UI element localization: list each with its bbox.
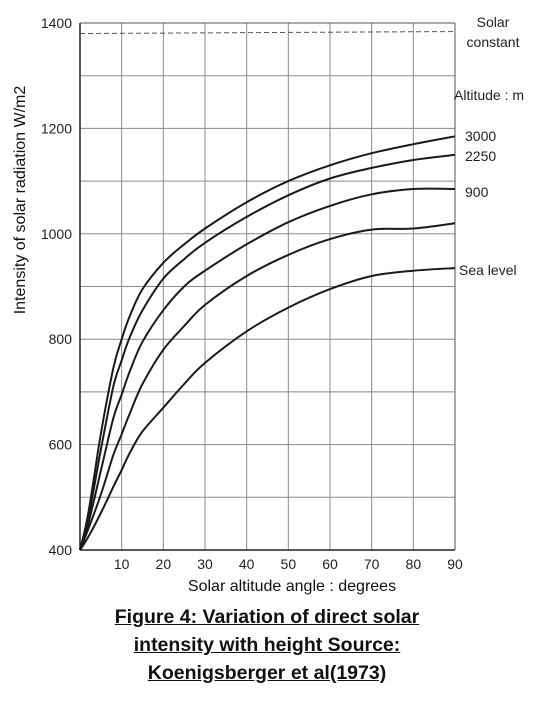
series-line-unlabeled-4 [79,267,456,551]
series-line-2250 [79,153,456,551]
caption-line-1: Figure 4: Variation of direct solar [114,606,420,628]
x-tick-label-30: 30 [197,556,213,572]
solar-constant-label-line1: Solar [477,14,510,30]
caption-line-2: intensity with height Source: [133,634,401,656]
legend-title: Altitude : m [454,87,524,103]
x-tick-label-80: 80 [406,556,422,572]
series-line-3000 [79,135,456,551]
solar-constant-label-line2: constant [467,34,520,50]
solar-constant-line [79,31,456,35]
x-tick-label-20: 20 [156,556,172,572]
tick-labels: 10 20 30 40 50 60 70 80 90 400 600 800 1000 1200 1400 [41,15,463,572]
series-label-sea-level: Sea level [459,262,517,278]
y-axis-title: Intensity of solar radiation W/m2 [12,86,29,315]
x-tick-label-60: 60 [322,556,338,572]
y-tick-label-400: 400 [49,542,73,558]
series-line-900 [79,187,456,551]
x-tick-label-40: 40 [239,556,255,572]
series-label-2250: 2250 [465,148,496,164]
series-label-900: 900 [465,184,489,200]
y-tick-label-800: 800 [49,331,73,347]
y-tick-label-1200: 1200 [41,120,72,136]
x-tick-label-70: 70 [364,556,380,572]
x-tick-label-10: 10 [114,556,130,572]
solar-constant-dashed-line [79,31,456,35]
axes [79,22,456,551]
series-label-3000: 3000 [465,128,496,144]
solar-intensity-chart: 10 20 30 40 50 60 70 80 90400600800100012001400 … [12,14,524,595]
y-tick-label-600: 600 [49,437,73,453]
series-line-sea-level [79,222,456,551]
x-tick-label-90: 90 [447,556,463,572]
x-axis-title: Solar altitude angle : degrees [188,578,396,595]
caption-line-3: Koenigsberger et al(1973) [147,662,387,684]
x-tick-label-50: 50 [281,556,297,572]
series-curves [79,135,456,551]
y-tick-label-1400: 1400 [41,15,72,31]
grid [80,23,455,550]
y-tick-label-1000: 1000 [41,226,72,242]
figure-caption: Figure 4: Variation of direct solar inte… [0,603,534,687]
